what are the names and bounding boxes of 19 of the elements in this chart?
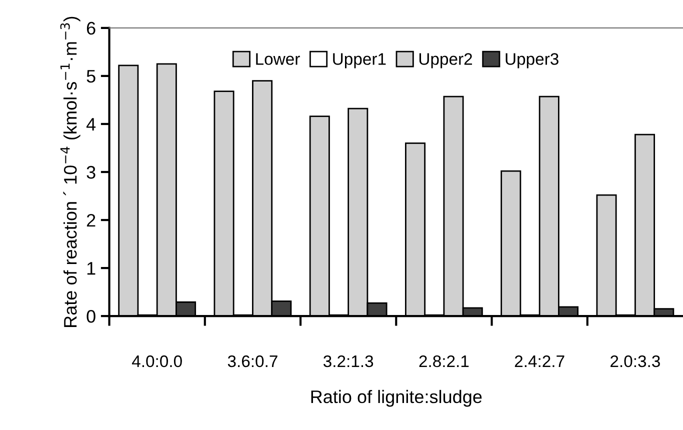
x-tick-label: 4.0:0.0 [132, 355, 182, 368]
y-tick-label: 5 [86, 70, 96, 83]
x-tick-label: 2.0:3.3 [610, 355, 660, 368]
legend-label: Upper2 [419, 53, 472, 68]
legend-label: Upper3 [506, 53, 558, 68]
x-tick-label: 2.4:2.7 [514, 355, 564, 368]
y-tick-label: 4 [86, 118, 96, 131]
x-axis-title: Ratio of lignite:sludge [311, 390, 482, 407]
legend-label: Lower [256, 53, 300, 65]
x-tick-label: 3.6:0.7 [228, 355, 278, 368]
x-tick-label: 3.2:1.3 [323, 355, 374, 368]
x-tick-label: 2.8:2.1 [419, 355, 469, 368]
legend-label: Upper1 [333, 53, 386, 68]
y-tick-label: 3 [86, 166, 96, 179]
y-axis-title: Rate of reaction ´ 10$^{−4}$ (kmol·s$^{−1}$·m$^{−3}$) [60, 16, 80, 327]
y-tick-label: 2 [86, 214, 96, 227]
y-tick-label: 1 [87, 262, 96, 275]
y-tick-label: 0 [86, 310, 96, 323]
y-tick-label: 6 [86, 22, 96, 35]
